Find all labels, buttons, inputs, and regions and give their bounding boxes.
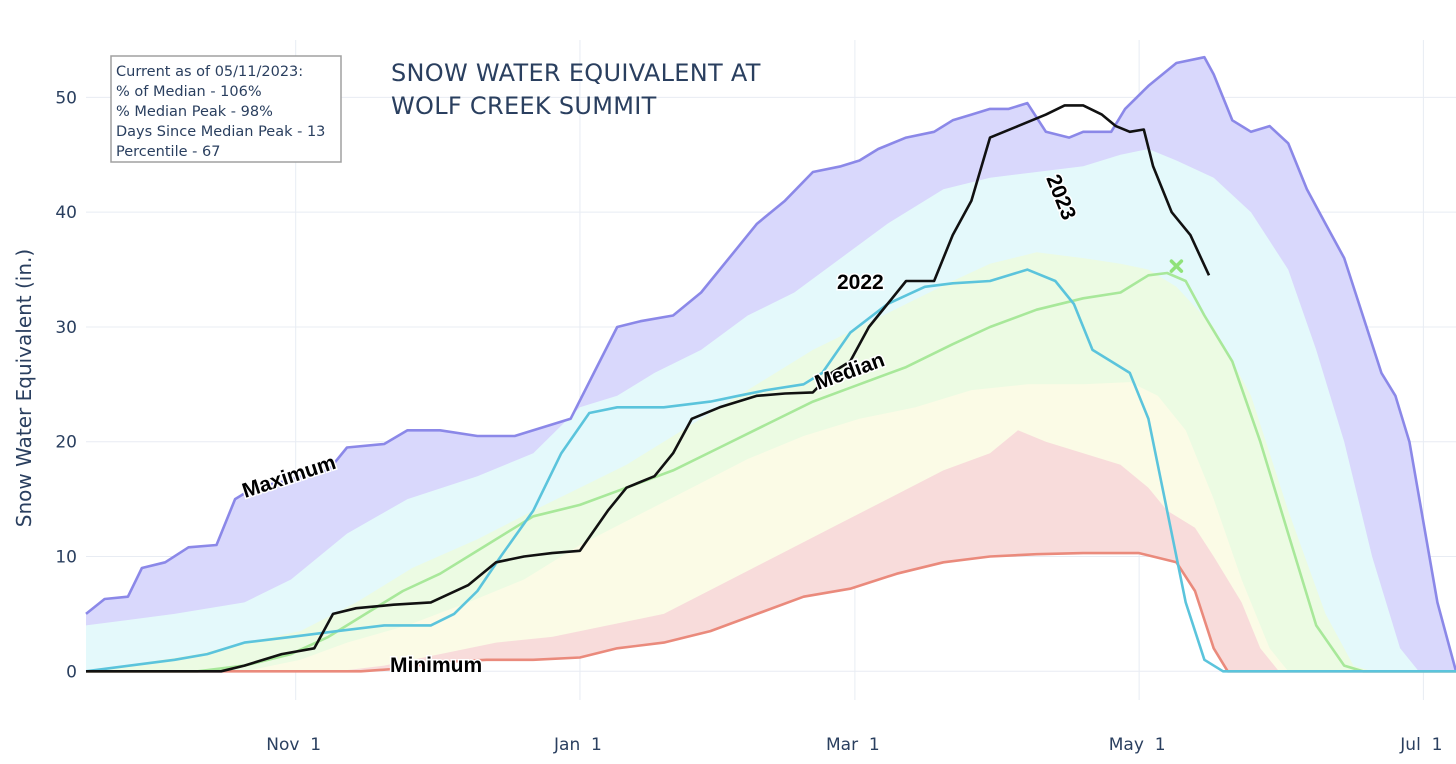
title-line-2: WOLF CREEK SUMMIT	[391, 92, 657, 120]
y-axis-label: Snow Water Equivalent (in.)	[12, 249, 36, 527]
y-tick-label: 0	[66, 662, 77, 682]
info-line-1: Current as of 05/11/2023:	[116, 64, 303, 80]
x-tick-label: Nov 1	[266, 735, 321, 755]
band-30th-percentile	[86, 382, 1456, 672]
y-tick-label: 30	[55, 318, 77, 338]
x-axis-ticks: Nov 1 Jan 1 Mar 1 May 1 Jul 1	[266, 735, 1442, 755]
annotation-minimum: Minimum	[390, 654, 482, 677]
info-line-2: % of Median - 106%	[116, 84, 262, 100]
median-peak-marker	[1169, 259, 1184, 273]
info-line-5: Percentile - 67	[116, 144, 220, 160]
info-box-frame	[110, 55, 342, 163]
y-tick-label: 20	[55, 433, 77, 453]
y-tick-label: 10	[55, 548, 77, 568]
x-tick-label: Jan 1	[553, 735, 602, 755]
band-10th-percentile	[86, 430, 1456, 672]
x-tick-label: Jul 1	[1399, 735, 1442, 755]
series-line-median	[86, 271, 1456, 673]
info-line-4: Days Since Median Peak - 13	[116, 124, 325, 140]
info-box: Current as of 05/11/2023: % of Median - …	[110, 55, 342, 163]
chart-title: SNOW WATER EQUIVALENT AT WOLF CREEK SUMM…	[391, 59, 761, 120]
info-line-3: % Median Peak - 98%	[116, 104, 273, 120]
x-tick-label: May 1	[1109, 735, 1166, 755]
y-tick-label: 50	[55, 88, 77, 108]
series-line-2023	[86, 104, 1211, 673]
y-axis-ticks: 0 10 20 30 40 50	[55, 88, 77, 682]
percentile-bands	[86, 57, 1456, 672]
series-line-maximum	[85, 55, 1456, 672]
series-lines	[85, 55, 1456, 673]
series-line-2022	[85, 268, 1456, 673]
title-line-1: SNOW WATER EQUIVALENT AT	[391, 59, 761, 87]
annotation-2022: 2022	[837, 271, 884, 294]
y-tick-label: 40	[55, 203, 77, 223]
x-tick-label: Mar 1	[826, 735, 880, 755]
